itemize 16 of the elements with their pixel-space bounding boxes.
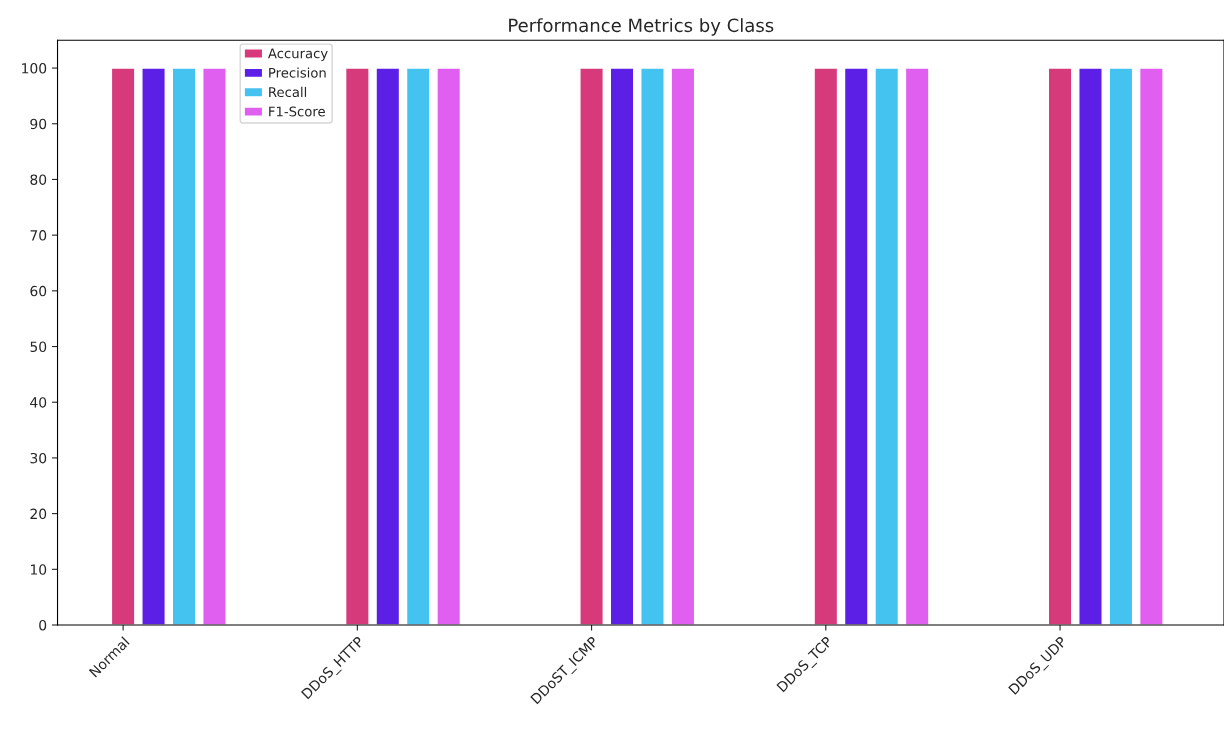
legend-label: Precision [269, 67, 326, 78]
y-tick-label: 30 [30, 452, 47, 464]
y-tick-label: 90 [30, 118, 47, 130]
y-tick-label: 60 [30, 285, 47, 297]
chart-title: Performance Metrics by Class [509, 18, 774, 36]
y-tick-label: 100 [22, 63, 47, 74]
legend-label: Accuracy [268, 48, 328, 61]
legend-label: F1-Score [269, 106, 325, 117]
y-tick-label: 50 [30, 341, 47, 352]
y-tick-label: 0 [39, 619, 47, 631]
legend-label: Recall [269, 86, 307, 98]
y-tick-label: 80 [30, 174, 47, 185]
y-tick-label: 70 [30, 230, 47, 241]
y-tick-label: 20 [30, 508, 47, 520]
y-tick-label: 10 [30, 564, 47, 575]
y-tick-label: 40 [30, 397, 47, 408]
